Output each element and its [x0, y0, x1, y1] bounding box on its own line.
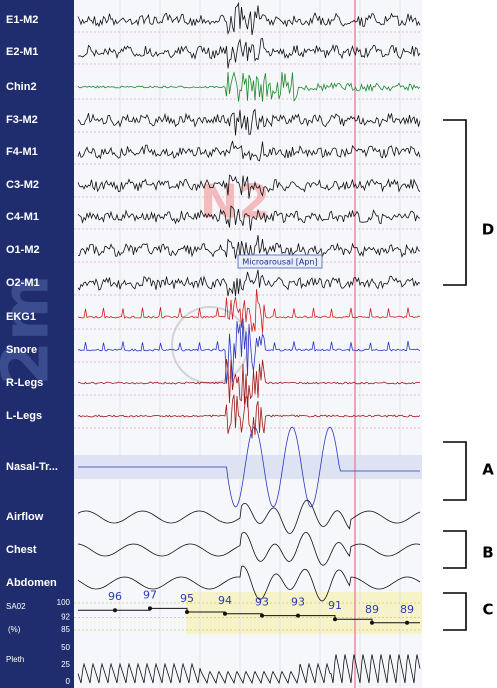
spo2-point [113, 608, 117, 613]
brackets: D A B C [443, 119, 494, 631]
trace [77, 565, 421, 602]
trace [78, 426, 420, 508]
trace [77, 140, 421, 162]
bracket-d [443, 119, 467, 286]
pleth-channel: Pleth [6, 655, 24, 664]
trace [77, 394, 421, 439]
trace [77, 1, 421, 36]
channel-label: O2-M1 [6, 277, 40, 289]
spo2-point [148, 606, 152, 611]
bracket-b [443, 530, 467, 569]
channel-label: F3-M2 [6, 114, 38, 126]
spo2-reading: 89 [400, 603, 414, 616]
pleth-tick: 25 [61, 660, 70, 669]
pleth-tick: 50 [61, 643, 70, 652]
trace [77, 205, 421, 231]
bracket-label: D [482, 221, 494, 239]
channel-label: E2-M1 [6, 46, 38, 58]
channel-label: L-Legs [6, 410, 42, 422]
pleth-trace [77, 654, 421, 685]
trace [77, 531, 421, 566]
spo2-reading: 91 [328, 599, 342, 612]
bracket-a [443, 441, 467, 501]
spo2-reading: 96 [108, 590, 122, 603]
bracket-label: A [482, 461, 494, 479]
bracket-label: B [482, 544, 493, 562]
channel-label: F4-M1 [6, 146, 38, 158]
spo2-reading: 93 [291, 596, 305, 609]
event-box [237, 254, 323, 269]
spo2-point [370, 620, 374, 625]
spo2-channel: SA02 [6, 602, 26, 611]
trace [77, 318, 421, 384]
trace [77, 108, 421, 136]
spo2-unit: (%) [8, 625, 21, 634]
channel-label: C4-M1 [6, 211, 39, 223]
channel-label: E1-M2 [6, 14, 38, 26]
channel-label: Chest [6, 544, 37, 556]
channel-label: O1-M2 [6, 244, 40, 256]
spo2-tick: 92 [61, 613, 70, 622]
channel-labels: E1-M2 E2-M1 Chin2 F3-M2 F4-M1 C3-M2 C4-M1 O1-M2… [6, 14, 58, 589]
channel-label: Snore [6, 344, 37, 356]
spo2-point [296, 613, 300, 618]
channel-label: Abdomen [6, 577, 57, 589]
trace [77, 289, 421, 333]
channel-label: Chin2 [6, 81, 37, 93]
trace [77, 359, 421, 408]
spo2-reading: 95 [180, 592, 194, 605]
spo2-point [223, 611, 227, 616]
traces [77, 1, 421, 685]
spo2-reading: 97 [143, 588, 157, 601]
spo2-reading: 94 [218, 594, 232, 607]
bracket-c [443, 592, 467, 631]
spo2-reading: 93 [255, 596, 269, 609]
channel-label: Nasal-Tr... [6, 461, 58, 473]
bracket-label: C [482, 601, 493, 619]
channel-label: Airflow [6, 511, 44, 523]
trace [77, 37, 421, 69]
channel-label: R-Legs [6, 377, 43, 389]
sidebar [0, 0, 74, 688]
spo2-tick: 100 [57, 598, 71, 607]
spo2-reading: 89 [365, 603, 379, 616]
scale-label: 2m [0, 274, 64, 385]
trace [77, 71, 421, 102]
trace [77, 269, 421, 297]
trace [77, 499, 421, 535]
spo2-point [333, 617, 337, 622]
spo2-point [405, 620, 409, 625]
event-label: Microarousal [Apn] [242, 258, 317, 267]
trace [77, 174, 421, 199]
spo2-point [260, 613, 264, 618]
channel-label: C3-M2 [6, 179, 39, 191]
spo2-tick: 85 [61, 625, 70, 634]
channel-label: EKG1 [6, 311, 36, 323]
spo2-point [185, 610, 189, 614]
pleth-tick: 0 [66, 677, 71, 686]
